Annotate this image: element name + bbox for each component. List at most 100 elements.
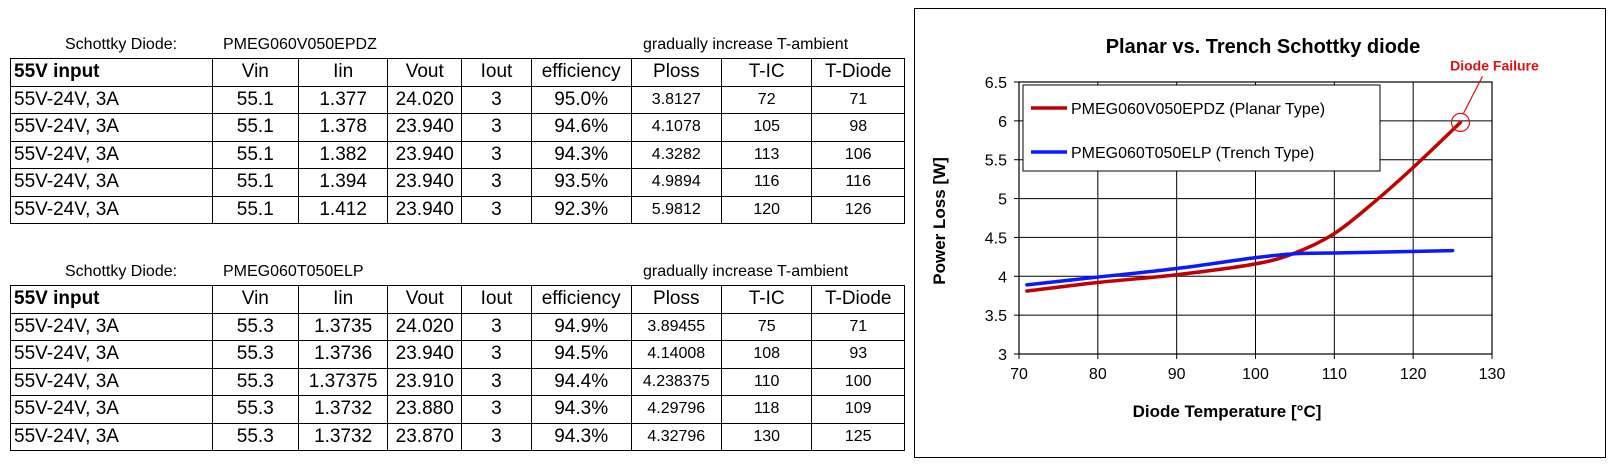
table-cell: 55V-24V, 3A <box>10 422 213 451</box>
table-cell: 1.378 <box>297 113 389 142</box>
table-row: 55V-24V, 3A 55.3 1.3732 23.880 3 94.3% 4.29796… <box>10 395 905 424</box>
x-tick-label: 120 <box>1400 366 1427 383</box>
x-tick-label: 100 <box>1242 366 1269 383</box>
table-cell: 55.1 <box>211 85 299 114</box>
column-header: T-Diode <box>811 285 905 314</box>
column-header: Vout <box>387 58 463 87</box>
table-cell: 23.940 <box>387 140 463 169</box>
failure-marker-circle <box>1450 112 1471 133</box>
y-tick-label: 4.5 <box>985 230 1007 247</box>
table-cell: 109 <box>811 395 905 424</box>
table-row: 55V-24V, 3A 55.3 1.3736 23.940 3 94.5% 4.14008… <box>10 340 905 369</box>
table-cell: 4.32796 <box>630 422 722 451</box>
table-cell: 1.3735 <box>297 312 389 341</box>
table-cell: 55V-24V, 3A <box>10 85 213 114</box>
column-header: T-IC <box>720 58 813 87</box>
table-cell: 93.5% <box>530 168 632 197</box>
table-cell: 23.880 <box>387 395 463 424</box>
caption-label: Schottky Diode: <box>65 263 178 280</box>
table-cell: 1.37375 <box>297 367 389 396</box>
table-cell: 94.3% <box>530 395 632 424</box>
table-row: 55V-24V, 3A 55.3 1.37375 23.910 3 94.4% 4.2383… <box>10 367 905 396</box>
y-tick-label: 6 <box>998 114 1007 131</box>
table-cell: 113 <box>720 140 813 169</box>
table-cell: 4.3282 <box>630 140 722 169</box>
chart-title: Planar vs. Trench Schottky diode <box>1106 36 1421 58</box>
table-cell: 126 <box>811 195 905 224</box>
table-row: 55V-24V, 3A 55.1 1.377 24.020 3 95.0% 3.8127 72… <box>10 85 905 114</box>
table-cell: 1.394 <box>297 168 389 197</box>
column-header: efficiency <box>530 58 632 87</box>
table-cell: 23.940 <box>387 340 463 369</box>
table-cell: 1.377 <box>297 85 389 114</box>
table-cell: 55V-24V, 3A <box>10 340 213 369</box>
x-tick-label: 110 <box>1322 366 1348 383</box>
table-cell: 55.1 <box>211 140 299 169</box>
table-cell: 94.4% <box>530 367 632 396</box>
y-tick-label: 3.5 <box>985 308 1007 325</box>
table-cell: 23.940 <box>387 113 463 142</box>
table-caption: Schottky Diode: PMEG060V050EPDZ graduall… <box>10 30 905 58</box>
y-tick-label: 6.5 <box>985 75 1007 92</box>
table-header-row: 55V input Vin Iin Vout Iout efficiency Ploss T-… <box>10 58 905 87</box>
y-axis-title: Power Loss [W] <box>930 157 949 285</box>
table-cell: 3 <box>461 140 532 169</box>
column-header: T-IC <box>720 285 813 314</box>
column-header: Iin <box>297 58 389 87</box>
y-tick-label: 5 <box>998 192 1007 209</box>
column-header: efficiency <box>530 285 632 314</box>
table-cell: 3 <box>461 340 532 369</box>
annotation: Diode Failure <box>1450 57 1539 133</box>
table-cell: 116 <box>811 168 905 197</box>
table-cell: 1.3736 <box>297 340 389 369</box>
table-cell: 116 <box>720 168 813 197</box>
table-cell: 94.5% <box>530 340 632 369</box>
table-cell: 4.238375 <box>630 367 722 396</box>
table-cell: 98 <box>811 113 905 142</box>
table-cell: 55V-24V, 3A <box>10 312 213 341</box>
series-line-trench <box>1025 248 1455 287</box>
table-cell: 4.29796 <box>630 395 722 424</box>
legend-entry: PMEG060V050EPDZ (Planar Type) <box>1071 101 1325 118</box>
table-cell: 55.3 <box>211 395 299 424</box>
table-row: 55V-24V, 3A 55.3 1.3732 23.870 3 94.3% 4.32796… <box>10 422 905 451</box>
table-cell: 55.3 <box>211 340 299 369</box>
data-table: 55V input Vin Iin Vout Iout efficiency Ploss T-… <box>10 285 905 451</box>
column-header: Vout <box>387 285 463 314</box>
table-cell: 100 <box>811 367 905 396</box>
table-caption: Schottky Diode: PMEG060T050ELP gradually… <box>10 257 905 285</box>
table-cell: 3.8127 <box>630 85 722 114</box>
table-cell: 3 <box>461 168 532 197</box>
series-lines <box>1025 120 1463 293</box>
x-tick-label: 80 <box>1089 366 1107 383</box>
table-block-planar: Schottky Diode: PMEG060V050EPDZ graduall… <box>10 30 905 224</box>
table-cell: 3 <box>461 422 532 451</box>
table-cell: 71 <box>811 85 905 114</box>
column-header: T-Diode <box>811 58 905 87</box>
column-header: Ploss <box>630 285 722 314</box>
legend-entry: PMEG060T050ELP (Trench Type) <box>1071 145 1314 162</box>
column-header: Iout <box>461 58 532 87</box>
table-cell: 3 <box>461 195 532 224</box>
x-tick-label: 130 <box>1479 366 1506 383</box>
legend: PMEG060V050EPDZ (Planar Type) PMEG060T050… <box>1022 84 1381 172</box>
chart-frame: Planar vs. Trench Schottky diode 70 80 90 1… <box>914 8 1606 458</box>
table-cell: 72 <box>720 85 813 114</box>
y-tick-label: 5.5 <box>985 153 1007 170</box>
table-cell: 55V-24V, 3A <box>10 367 213 396</box>
table-cell: 75 <box>720 312 813 341</box>
y-tick-label: 4 <box>998 269 1007 286</box>
table-cell: 110 <box>720 367 813 396</box>
table-cell: 3.89455 <box>630 312 722 341</box>
table-cell: 4.1078 <box>630 113 722 142</box>
table-cell: 3 <box>461 395 532 424</box>
table-cell: 3 <box>461 367 532 396</box>
table-cell: 106 <box>811 140 905 169</box>
table-cell: 55V-24V, 3A <box>10 395 213 424</box>
x-tick-label: 70 <box>1010 366 1028 383</box>
table-cell: 23.940 <box>387 195 463 224</box>
power-loss-chart: Planar vs. Trench Schottky diode 70 80 90 1… <box>930 36 1539 421</box>
table-cell: 24.020 <box>387 85 463 114</box>
table-cell: 4.9894 <box>630 168 722 197</box>
column-header: Iin <box>297 285 389 314</box>
